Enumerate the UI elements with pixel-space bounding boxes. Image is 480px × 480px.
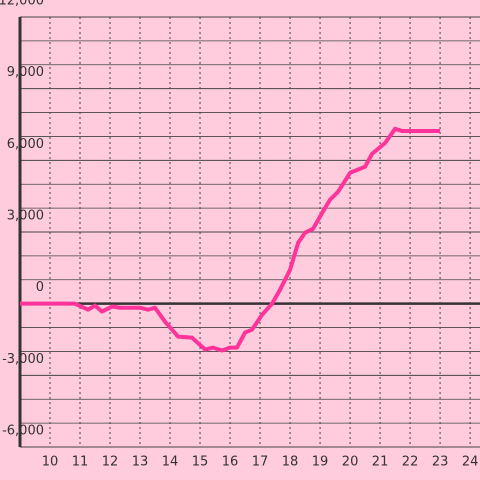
y-tick-label: -6,000 xyxy=(2,424,44,439)
x-tick-label: 24 xyxy=(462,455,479,470)
x-tick-label: 19 xyxy=(312,455,329,470)
x-tick-label: 12 xyxy=(102,455,119,470)
x-tick-label: 23 xyxy=(432,455,449,470)
x-tick-label: 15 xyxy=(192,455,209,470)
x-tick-label: 13 xyxy=(132,455,149,470)
y-tick-label: 12,000 xyxy=(0,0,44,9)
x-tick-label: 10 xyxy=(42,455,59,470)
line xyxy=(20,126,441,353)
x-tick-label: 20 xyxy=(342,455,359,470)
y-tick-label: 9,000 xyxy=(7,65,44,80)
y-tick-label: 0 xyxy=(36,280,44,295)
x-tick-label: 14 xyxy=(162,455,179,470)
x-tick-label: 17 xyxy=(252,455,269,470)
y-tick-label: -3,000 xyxy=(2,352,44,367)
y-tick-label: 3,000 xyxy=(7,209,44,224)
x-tick-label: 16 xyxy=(222,455,239,470)
y-tick-label: 6,000 xyxy=(7,137,44,152)
x-tick-label: 22 xyxy=(402,455,419,470)
x-tick-label: 11 xyxy=(72,455,89,470)
x-tick-label: 21 xyxy=(372,455,389,470)
x-tick-label: 18 xyxy=(282,455,299,470)
